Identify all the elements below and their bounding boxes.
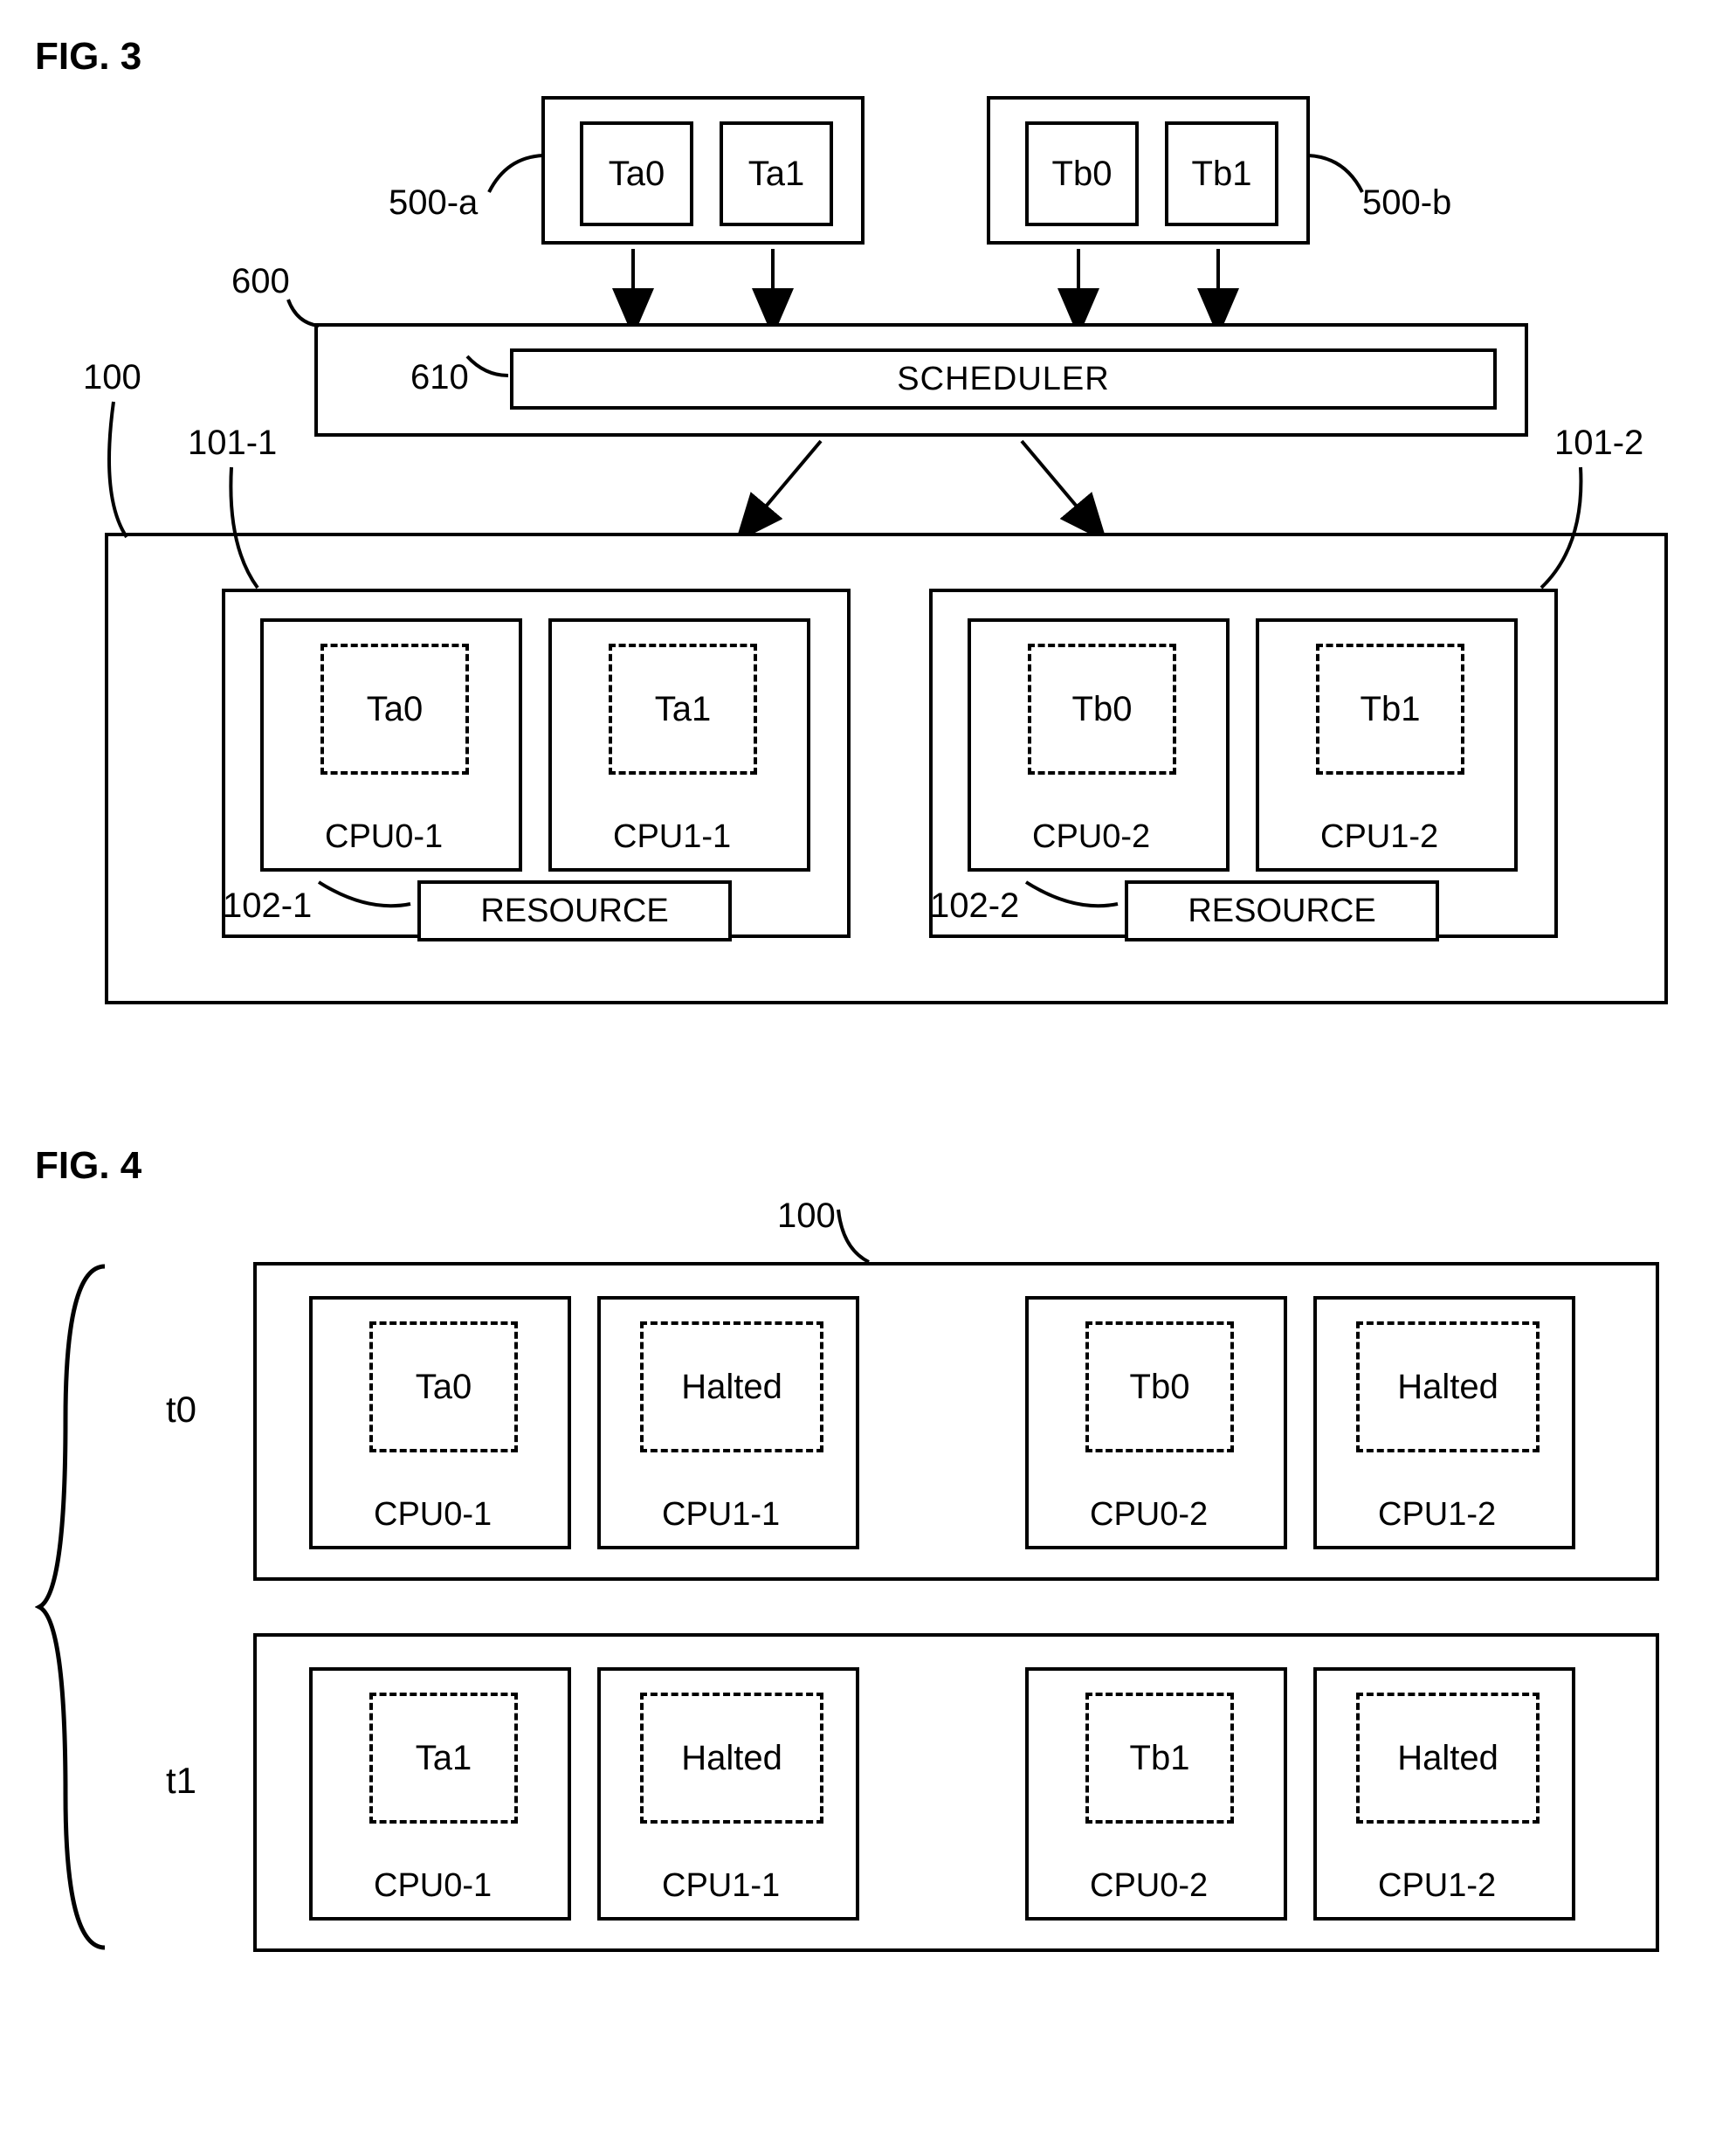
t0-cpu1-2: Halted CPU1-2 (1313, 1296, 1575, 1549)
row-t0: Ta0 CPU0-1 Halted CPU1-1 Tb0 CPU0-2 (253, 1262, 1659, 1581)
leader-101-1 (210, 459, 297, 590)
thread-group-a: Ta0 Ta1 (541, 96, 865, 245)
cpu-1-2-label: CPU1-2 (1320, 818, 1438, 856)
thread-a0-label: Ta0 (609, 155, 665, 194)
brace-icon (35, 1262, 114, 1952)
thread-b1: Tb1 (1165, 121, 1278, 226)
figure-4-title: FIG. 4 (35, 1144, 1701, 1188)
thread-a0: Ta0 (580, 121, 693, 226)
system-100: Ta0 CPU0-1 Ta1 CPU1-1 RESOURCE (105, 533, 1668, 1004)
time-t1: t1 (166, 1760, 196, 1802)
row-t1: Ta1 CPU0-1 Halted CPU1-1 Tb1 CPU0-2 Halt… (253, 1633, 1659, 1952)
cpu-0-2-label: CPU0-2 (1032, 818, 1150, 856)
ref-101-2: 101-2 (1554, 424, 1643, 463)
leader-102-1 (306, 878, 419, 930)
resource-2: RESOURCE (1125, 880, 1439, 941)
cpu-0-2-task: Tb0 (1028, 644, 1176, 775)
cpu-0-2: Tb0 CPU0-2 (968, 618, 1230, 872)
ref-600: 600 (231, 262, 290, 301)
t0-cpu0-2: Tb0 CPU0-2 (1025, 1296, 1287, 1549)
figure-3: FIG. 3 Ta0 Ta1 500-a Tb0 Tb1 (35, 35, 1701, 1022)
t1-cpu1-1: Halted CPU1-1 (597, 1667, 859, 1921)
thread-group-b: Tb0 Tb1 (987, 96, 1310, 245)
figure-3-title: FIG. 3 (35, 35, 1701, 79)
ref-102-1: 102-1 (223, 886, 312, 926)
ref-102-2: 102-2 (930, 886, 1019, 926)
t1-cpu0-2: Tb1 CPU0-2 (1025, 1667, 1287, 1921)
t1-cpu1-2: Halted CPU1-2 (1313, 1667, 1575, 1921)
t1-cpu0-1: Ta1 CPU0-1 (309, 1667, 571, 1921)
leader-102-2 (1013, 878, 1126, 930)
fig4-canvas: 100 t0 Ta0 CPU0-1 Halted CPU1-1 (35, 1205, 1694, 1974)
cpu-1-1-label: CPU1-1 (613, 818, 731, 856)
resource-1: RESOURCE (417, 880, 732, 941)
t0-cpu1-1: Halted CPU1-1 (597, 1296, 859, 1549)
scheduler-inner: SCHEDULER (510, 348, 1497, 410)
leader-101-2 (1511, 459, 1615, 590)
ref-100-f4: 100 (777, 1197, 836, 1236)
ref-100: 100 (83, 358, 141, 397)
cpu-0-1: Ta0 CPU0-1 (260, 618, 522, 872)
scheduler-label: SCHEDULER (897, 361, 1109, 398)
ref-500a: 500-a (389, 183, 478, 223)
cpu-0-1-task: Ta0 (320, 644, 469, 775)
thread-a1-label: Ta1 (748, 155, 805, 194)
cpu-1-2: Tb1 CPU1-2 (1256, 618, 1518, 872)
cpu-1-1: Ta1 CPU1-1 (548, 618, 810, 872)
thread-b0: Tb0 (1025, 121, 1139, 226)
leader-100 (87, 393, 175, 541)
ref-101-1: 101-1 (188, 424, 277, 463)
figure-4: FIG. 4 100 t0 Ta0 CPU0-1 Halted (35, 1144, 1701, 1974)
thread-a1: Ta1 (720, 121, 833, 226)
cpu-1-1-task: Ta1 (609, 644, 757, 775)
thread-b0-label: Tb0 (1052, 155, 1113, 194)
time-t0: t0 (166, 1389, 196, 1431)
cpu-0-1-label: CPU0-1 (325, 818, 443, 856)
ref-610: 610 (410, 358, 469, 397)
thread-b1-label: Tb1 (1192, 155, 1252, 194)
fig3-canvas: Ta0 Ta1 500-a Tb0 Tb1 500-b (35, 96, 1694, 1022)
cpu-1-2-task: Tb1 (1316, 644, 1464, 775)
t0-cpu0-1: Ta0 CPU0-1 (309, 1296, 571, 1549)
ref-500b: 500-b (1362, 183, 1451, 223)
